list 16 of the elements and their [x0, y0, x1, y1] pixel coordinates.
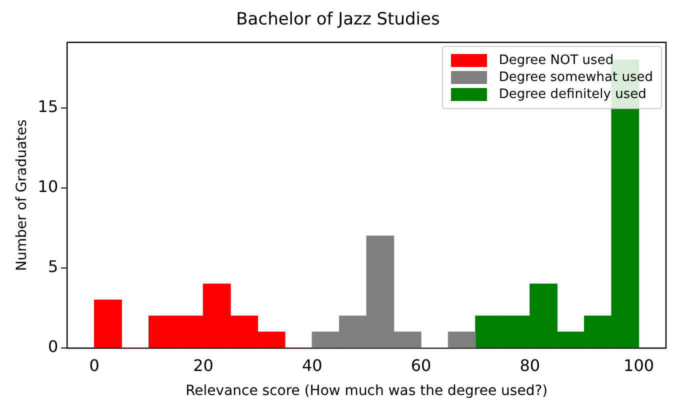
y-tick-label: 5: [48, 257, 58, 276]
x-tick-label: 40: [302, 356, 322, 375]
y-tick-label: 10: [38, 177, 58, 196]
x-axis-title: Relevance score (How much was the degree used?): [186, 383, 548, 400]
legend-label: Degree NOT used: [498, 53, 614, 68]
legend-label: Degree definitely used: [498, 87, 646, 102]
x-tick-label: 100: [624, 356, 654, 375]
legend-label: Degree somewhat used: [498, 70, 653, 86]
y-tick-label: 15: [38, 97, 58, 116]
x-tick-label: 0: [89, 356, 100, 375]
y-axis-title: Number of Graduates: [14, 119, 30, 271]
y-tick-label: 0: [48, 337, 58, 356]
x-tick-label: 80: [520, 356, 540, 375]
x-tick-label: 60: [410, 356, 432, 375]
x-tick-label: 20: [193, 356, 214, 375]
chart-title: Bachelor of Jazz Studies: [236, 10, 440, 30]
